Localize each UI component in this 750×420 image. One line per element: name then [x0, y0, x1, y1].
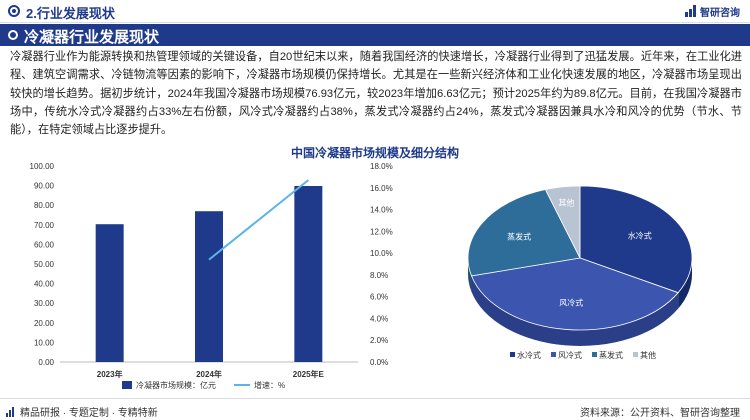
pie-legend-swatch: [551, 352, 556, 357]
x-axis-tick-label: 2025年E: [293, 369, 325, 379]
right-axis-tick-label: 16.0%: [370, 184, 393, 193]
x-axis-tick-label: 2024年: [196, 369, 222, 379]
pie-slice-label: 风冷式: [559, 297, 583, 307]
bar: [195, 211, 223, 362]
right-axis-tick-label: 8.0%: [370, 271, 388, 280]
footer-slogan-text: 精品研报 · 专题定制 · 专精特新: [20, 408, 158, 419]
left-axis-tick-label: 60.00: [34, 240, 55, 249]
pie-legend-label: 风冷式: [558, 350, 582, 360]
left-axis-tick-label: 50.00: [34, 260, 55, 269]
pie-slice: [544, 185, 581, 259]
pie-slice-side: [471, 275, 679, 347]
data-source: 资料来源：公开资料、智研咨询整理: [580, 408, 740, 419]
growth-rate-line: [208, 179, 309, 261]
right-axis-tick-label: 14.0%: [370, 206, 393, 215]
pie-slice: [467, 189, 581, 277]
footer-slogan: 精品研报 · 专题定制 · 专精特新: [6, 404, 158, 419]
pie-slice-label: 蒸发式: [507, 231, 531, 241]
right-axis-tick-label: 10.0%: [370, 249, 393, 258]
left-axis-tick-label: 20.00: [34, 319, 55, 328]
footer-divider: [0, 398, 750, 399]
pie-slice-label: 其他: [558, 198, 574, 208]
bar-line-chart: 0.00 10.00 20.00 30.00 40.00 50.00 60.00 70.00 8…: [30, 162, 393, 390]
right-axis-tick-label: 6.0%: [370, 293, 388, 302]
left-axis-tick-label: 30.00: [34, 299, 55, 308]
left-axis-tick-label: 40.00: [34, 280, 55, 289]
pie-legend-swatch: [633, 352, 638, 357]
pie-slice-label: 水冷式: [628, 230, 652, 240]
left-axis-tick-label: 10.00: [34, 338, 55, 347]
pie-slice: [579, 185, 693, 294]
pie-legend-swatch: [510, 352, 515, 357]
left-axis-tick-label: 70.00: [34, 221, 55, 230]
legend-bar-swatch: [122, 381, 132, 389]
left-axis-tick-label: 100.00: [30, 162, 55, 171]
top-bar: 2.行业发展现状 智研咨询: [0, 0, 750, 23]
bar: [294, 185, 323, 362]
pie-slice: [470, 257, 679, 331]
chart-area: 0.00 10.00 20.00 30.00 40.00 50.00 60.00 70.00 8…: [30, 162, 693, 390]
banner-title: 冷凝器行业发展现状: [24, 29, 160, 46]
title-banner: 冷凝器行业发展现状: [0, 24, 750, 46]
pie-slice-side: [468, 258, 472, 292]
right-axis-tick-label: 12.0%: [370, 227, 393, 236]
footer-bars-icon: [6, 406, 16, 417]
legend-line-label: 增速：%: [254, 380, 285, 390]
banner-circle-icon: [8, 30, 18, 40]
section-circle-icon: [8, 5, 20, 17]
left-axis-tick-label: 90.00: [34, 182, 55, 191]
chart-title: 中国冷凝器市场规模及细分结构: [290, 146, 459, 160]
pie-legend-label: 其他: [640, 350, 656, 360]
pie-legend-label: 水冷式: [517, 350, 541, 360]
right-axis-tick-label: 18.0%: [370, 162, 393, 171]
right-axis-tick-label: 4.0%: [370, 314, 388, 323]
legend-bar-label: 冷凝器市场规模：亿元: [136, 380, 216, 390]
left-axis-tick-label: 80.00: [34, 201, 55, 210]
pie-legend-label: 蒸发式: [599, 350, 623, 360]
brand-bars-icon: [685, 5, 697, 17]
brand-name: 智研咨询: [700, 7, 740, 19]
x-axis-tick-label: 2023年: [97, 369, 123, 379]
pie-legend-swatch: [592, 352, 597, 357]
right-axis-tick-label: 0.0%: [370, 358, 388, 367]
description-paragraph: 冷凝器行业作为能源转换和热管理领域的关键设备，自20世纪末以来，随着我国经济的快…: [10, 51, 742, 137]
section-title: 2.行业发展现状: [26, 6, 115, 21]
left-axis-tick-label: 0.00: [38, 358, 54, 367]
right-axis-tick-label: 2.0%: [370, 336, 388, 345]
bar: [95, 224, 124, 362]
brand-logo: 智研咨询: [685, 4, 740, 19]
